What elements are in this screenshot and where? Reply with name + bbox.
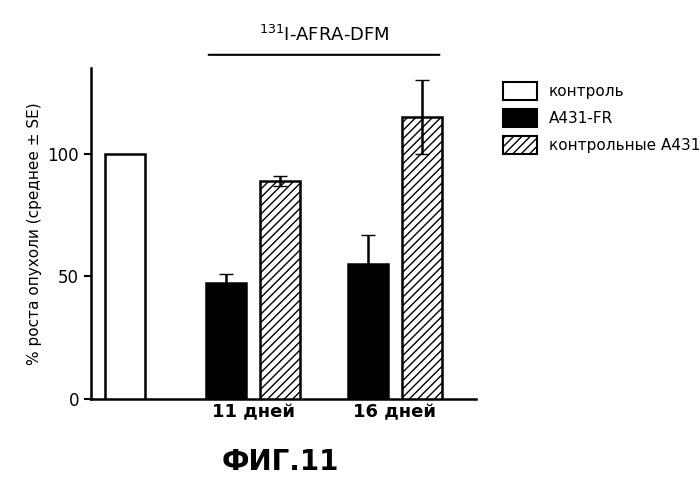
Bar — [402, 117, 442, 399]
Text: $^{131}$I-AFRA-DFM: $^{131}$I-AFRA-DFM — [259, 25, 389, 45]
Bar — [348, 264, 388, 399]
Bar — [206, 283, 246, 399]
Bar — [260, 181, 300, 399]
Y-axis label: % роста опухоли (среднее ± SE): % роста опухоли (среднее ± SE) — [27, 102, 42, 364]
Bar — [104, 154, 145, 399]
Text: ФИГ.11: ФИГ.11 — [221, 448, 339, 476]
Legend: контроль, A431-FR, контрольные A431: контроль, A431-FR, контрольные A431 — [503, 82, 700, 154]
